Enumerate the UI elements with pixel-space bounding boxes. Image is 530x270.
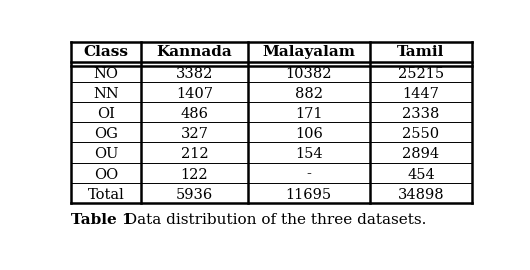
Text: 486: 486 [180, 107, 208, 121]
Text: Data distribution of the three datasets.: Data distribution of the three datasets. [120, 212, 426, 227]
Text: -: - [306, 168, 311, 181]
Text: 327: 327 [181, 127, 208, 141]
Text: Tamil: Tamil [398, 45, 445, 59]
Text: 882: 882 [295, 87, 323, 101]
Text: 454: 454 [407, 168, 435, 181]
Text: Kannada: Kannada [156, 45, 232, 59]
Text: 25215: 25215 [398, 67, 444, 81]
Text: 171: 171 [295, 107, 322, 121]
Text: 3382: 3382 [176, 67, 213, 81]
Text: 2550: 2550 [402, 127, 439, 141]
Text: OU: OU [94, 147, 118, 161]
Text: 10382: 10382 [286, 67, 332, 81]
Text: 122: 122 [181, 168, 208, 181]
Text: 5936: 5936 [176, 188, 213, 202]
Text: 1407: 1407 [176, 87, 213, 101]
Text: OG: OG [94, 127, 118, 141]
Text: NN: NN [93, 87, 119, 101]
Text: 2338: 2338 [402, 107, 440, 121]
Text: 2894: 2894 [402, 147, 439, 161]
Text: Table 1: Table 1 [71, 212, 133, 227]
Text: NO: NO [94, 67, 119, 81]
Text: Class: Class [84, 45, 129, 59]
Text: 106: 106 [295, 127, 323, 141]
Text: OO: OO [94, 168, 118, 181]
Text: 154: 154 [295, 147, 323, 161]
Text: 1447: 1447 [402, 87, 439, 101]
Text: 212: 212 [181, 147, 208, 161]
Text: 34898: 34898 [398, 188, 444, 202]
Text: Total: Total [88, 188, 125, 202]
Text: 11695: 11695 [286, 188, 332, 202]
Text: OI: OI [98, 107, 115, 121]
Text: Malayalam: Malayalam [262, 45, 355, 59]
